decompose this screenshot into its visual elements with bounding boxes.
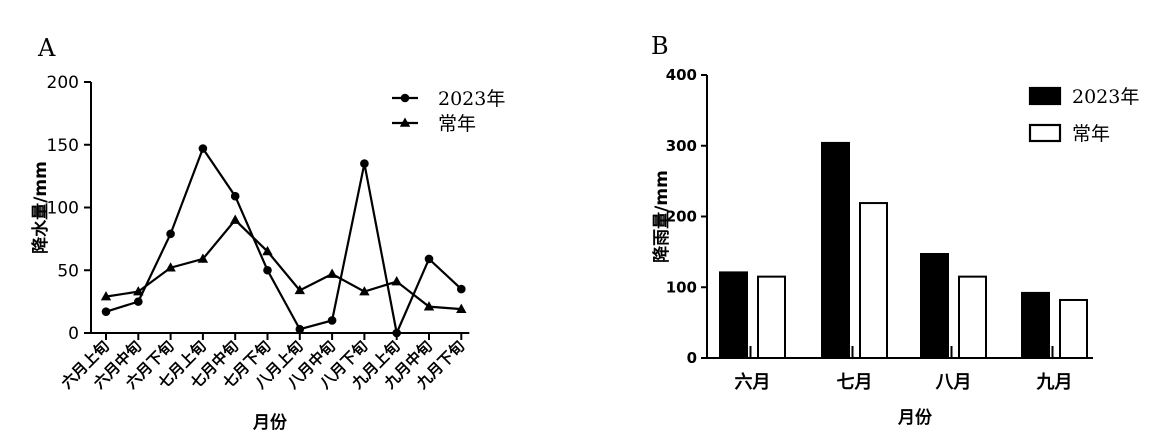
panel-b-y-tick-label: 400 bbox=[666, 66, 697, 84]
panel-b-y-tick-label: 300 bbox=[666, 137, 697, 155]
panel-b-y-tick-label: 0 bbox=[687, 349, 697, 367]
panel-a-point-2023 bbox=[295, 324, 305, 334]
panel-a-y-tick-label: 100 bbox=[47, 199, 79, 219]
panel-b-label: B bbox=[651, 32, 669, 60]
panel-b-legend-label: 2023年 bbox=[1072, 86, 1139, 108]
panel-a-legend-label: 2023年 bbox=[438, 88, 505, 110]
panel-a-point-2023 bbox=[424, 254, 434, 264]
panel-b-y-axis-title: 降雨量/mm bbox=[651, 170, 672, 263]
panel-a-point-normal bbox=[456, 303, 467, 313]
panel-b-y-tick-label: 100 bbox=[666, 278, 697, 296]
panel-a-legend-label: 常年 bbox=[438, 113, 476, 135]
panel-a-point-normal bbox=[197, 253, 209, 263]
panel-a-x-axis-title: 月份 bbox=[252, 412, 288, 433]
panel-a-point-2023 bbox=[101, 307, 111, 316]
panel-a-point-normal bbox=[230, 214, 241, 224]
panel-b-bar-2023 bbox=[1021, 291, 1050, 359]
panel-a-y-tick-label: 50 bbox=[57, 261, 79, 281]
panel-b-x-tick-label: 六月 bbox=[735, 371, 771, 393]
panel-b-bar-normal bbox=[958, 275, 987, 360]
panel-a-point-normal bbox=[133, 286, 144, 296]
panel-b-legend-swatch bbox=[1028, 123, 1062, 143]
panel-a-point-normal bbox=[326, 268, 338, 278]
panel-b-bar-normal bbox=[757, 275, 786, 360]
panel-a-point-normal bbox=[423, 301, 435, 311]
panel-a-legend-marker bbox=[400, 93, 410, 103]
panel-a-point-normal bbox=[391, 276, 402, 286]
panel-b-bar-normal bbox=[1059, 298, 1088, 359]
panel-a-point-normal bbox=[294, 284, 305, 295]
panel-a-point-2023 bbox=[457, 284, 466, 294]
panel-a-point-2023 bbox=[198, 144, 208, 153]
panel-a-point-2023 bbox=[134, 297, 143, 306]
panel-a-point-2023 bbox=[360, 159, 369, 168]
panel-a-point-2023 bbox=[392, 328, 402, 338]
panel-b-legend-swatch bbox=[1028, 86, 1062, 106]
panel-b-x-tick-label: 七月 bbox=[837, 372, 873, 393]
panel-a-point-2023 bbox=[263, 265, 272, 275]
panel-a-series-line bbox=[105, 146, 463, 337]
panel-b-y-tick-label: 200 bbox=[666, 208, 697, 226]
panel-b-bar-2023 bbox=[821, 141, 850, 359]
panel-b-legend-label: 常年 bbox=[1072, 123, 1110, 145]
panel-a-point-2023 bbox=[327, 316, 337, 325]
panel-a-series-line bbox=[105, 218, 462, 311]
panel-a-legend-marker bbox=[399, 117, 411, 127]
panel-a-point-normal bbox=[165, 262, 176, 272]
panel-a-chart: A050100150200六月上旬六月中旬六月下旬七月上旬七月中旬七月下旬八月上… bbox=[30, 34, 505, 433]
panel-a-y-tick-label: 0 bbox=[68, 324, 79, 344]
panel-b-x-tick-label: 九月 bbox=[1036, 372, 1073, 393]
panel-a-point-2023 bbox=[230, 191, 240, 201]
panel-a-label: A bbox=[37, 34, 56, 62]
panel-b-bar-normal bbox=[859, 202, 888, 359]
panel-b-x-tick-label: 八月 bbox=[936, 372, 972, 393]
panel-a-y-tick-label: 150 bbox=[47, 136, 79, 156]
panel-a-point-normal bbox=[100, 291, 112, 301]
panel-a-point-normal bbox=[262, 245, 273, 256]
panel-b-x-axis-title: 月份 bbox=[897, 407, 933, 428]
panel-a-y-axis-title: 降水量/mm bbox=[30, 161, 51, 254]
panel-a-point-normal bbox=[359, 286, 370, 296]
panel-a-y-tick-label: 200 bbox=[47, 73, 79, 93]
panel-b-bar-2023 bbox=[719, 271, 748, 359]
panel-b-bar-2023 bbox=[920, 252, 949, 359]
panel-a-point-2023 bbox=[166, 229, 175, 239]
